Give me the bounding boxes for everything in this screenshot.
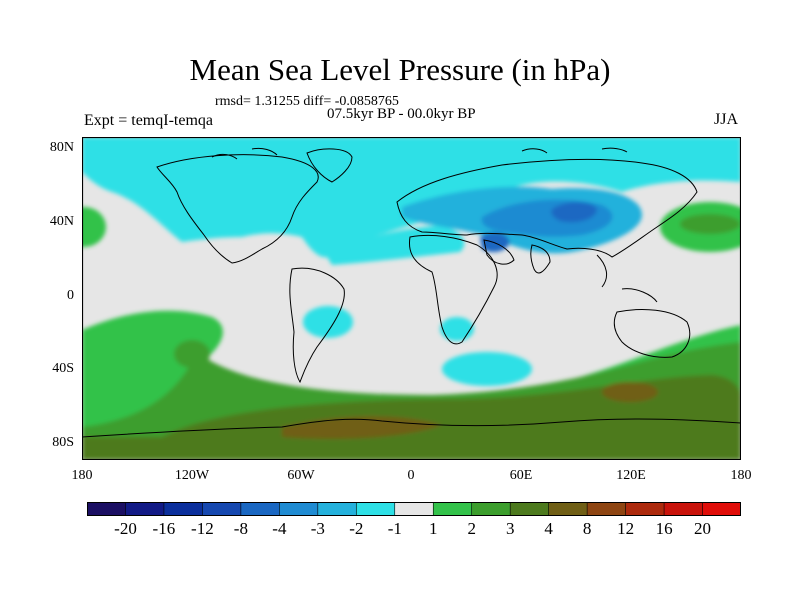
colorbar-swatch bbox=[163, 502, 204, 516]
colorbar-label: -12 bbox=[191, 519, 214, 538]
coast-arctic-islands bbox=[211, 147, 628, 160]
season-label: JJA bbox=[714, 111, 739, 128]
lat-label-40n: 40N bbox=[49, 214, 74, 229]
colorbar-swatch bbox=[279, 502, 319, 516]
coast-india bbox=[530, 244, 551, 274]
lat-label-eq: 0 bbox=[67, 288, 74, 303]
colorbar-frame bbox=[87, 502, 741, 516]
antarctic-brown bbox=[282, 416, 442, 439]
colorbar-label: 4 bbox=[544, 519, 553, 538]
colorbar-label: 3 bbox=[505, 519, 515, 538]
coastlines bbox=[82, 147, 741, 438]
colorbar-swatch bbox=[394, 502, 435, 516]
lon-label-60w: 60W bbox=[287, 468, 315, 483]
lon-label-120w: 120W bbox=[174, 468, 210, 483]
south-pacific-core bbox=[174, 340, 210, 368]
colorbar-swatch bbox=[625, 502, 665, 516]
colorbar bbox=[87, 502, 741, 516]
lon-label-180w: 180 bbox=[71, 468, 93, 483]
colorbar-swatch bbox=[509, 502, 550, 516]
colorbar-label: -3 bbox=[310, 519, 325, 538]
lon-label-0: 0 bbox=[407, 468, 415, 483]
colorbar-label: 16 bbox=[655, 519, 673, 538]
stats-line: rmsd= 1.31255 diff= -0.0858765 bbox=[215, 94, 399, 109]
coast-australia bbox=[613, 308, 691, 358]
colorbar-swatch bbox=[471, 502, 511, 516]
colorbar-swatch bbox=[548, 502, 588, 516]
colorbar-label: -8 bbox=[233, 519, 248, 538]
coast-antarctica bbox=[82, 418, 741, 438]
period-label: 07.5kyr BP - 00.0kyr BP bbox=[327, 106, 476, 122]
coast-eurasia bbox=[396, 158, 698, 258]
colorbar-label: -2 bbox=[349, 519, 364, 538]
south-africa-negative bbox=[440, 317, 474, 341]
south-america-negative bbox=[303, 306, 353, 338]
colorbar-swatch bbox=[432, 502, 473, 516]
central-asia-core bbox=[551, 201, 597, 223]
pressure-map bbox=[82, 137, 741, 460]
antarctic-olive bbox=[82, 375, 741, 460]
lat-label-80s: 80S bbox=[52, 435, 74, 450]
colorbar-swatch bbox=[240, 502, 281, 516]
colorbar-label: 20 bbox=[694, 519, 711, 538]
coast-southeast-asia bbox=[596, 254, 658, 303]
experiment-label: Expt = temqI-temqa bbox=[84, 112, 213, 129]
north-pacific-core bbox=[680, 214, 740, 234]
indian-ocean-brown bbox=[602, 382, 658, 402]
lat-label-80n: 80N bbox=[49, 140, 74, 155]
map-frame bbox=[82, 137, 741, 460]
colorbar-label: 12 bbox=[617, 519, 635, 538]
colorbar-swatch bbox=[87, 502, 127, 516]
colorbar-label: -16 bbox=[152, 519, 176, 538]
colorbar-swatch bbox=[702, 502, 741, 516]
colorbar-label: -1 bbox=[387, 519, 402, 538]
colorbar-label: -4 bbox=[272, 519, 287, 538]
coast-arabia bbox=[483, 239, 515, 265]
colorbar-swatch bbox=[586, 502, 627, 516]
map-title: Mean Sea Level Pressure (in hPa) bbox=[189, 52, 611, 87]
colorbar-swatch bbox=[202, 502, 242, 516]
colorbar-label: 2 bbox=[467, 519, 476, 538]
colorbar-label: -20 bbox=[114, 519, 137, 538]
north-pacific-positive-w bbox=[82, 207, 106, 247]
coast-north-america bbox=[156, 154, 319, 264]
colorbar-label: 8 bbox=[582, 519, 592, 538]
colorbar-swatch bbox=[663, 502, 704, 516]
coast-south-america bbox=[289, 267, 345, 384]
lon-label-120e: 120E bbox=[616, 468, 646, 483]
coast-greenland bbox=[306, 148, 353, 183]
arctic-negative-band bbox=[82, 137, 741, 258]
lat-label-40s: 40S bbox=[52, 361, 74, 376]
colorbar-label: 1 bbox=[428, 519, 438, 538]
colorbar-swatch bbox=[355, 502, 396, 516]
lon-label-60e: 60E bbox=[509, 468, 533, 483]
coast-africa bbox=[408, 234, 498, 345]
lon-label-180e: 180 bbox=[730, 468, 752, 483]
indian-ocean-negative bbox=[442, 352, 532, 386]
colorbar-swatch bbox=[317, 502, 358, 516]
colorbar-swatch bbox=[125, 502, 165, 516]
